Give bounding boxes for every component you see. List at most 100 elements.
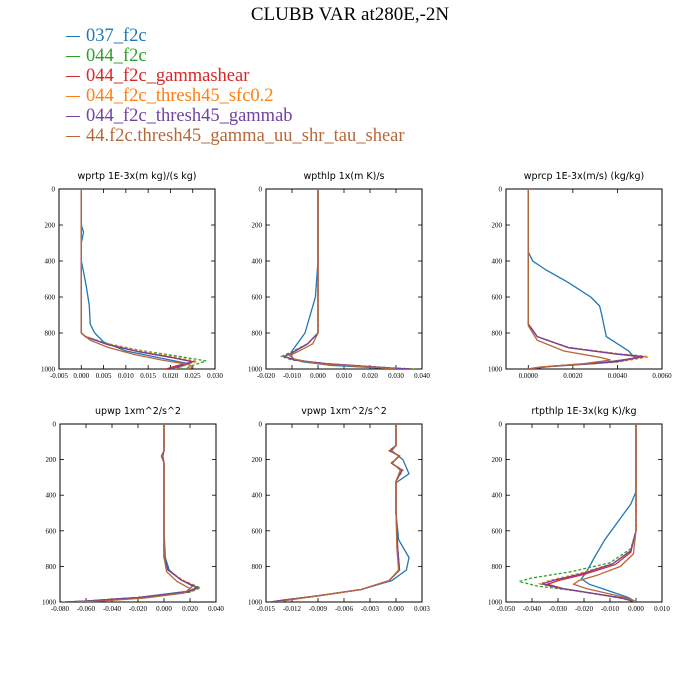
legend-label: 037_f2c [86, 25, 147, 46]
y-tick-label: 200 [46, 456, 57, 464]
legend-entry: 044_f2c_thresh45_gammab [66, 106, 405, 126]
legend-entry: 044_f2c_thresh45_sfc0.2 [66, 86, 405, 106]
y-tick-label: 1000 [42, 599, 57, 607]
panel-title: rtpthlp 1E-3x(kg K)/kg [531, 406, 636, 417]
y-tick-label: 400 [46, 492, 57, 500]
y-tick-label: 600 [252, 294, 263, 302]
x-tick-label: 0.025 [185, 372, 201, 380]
series-line [80, 189, 196, 369]
x-tick-label: 0.0060 [652, 372, 672, 380]
figure-title: CLUBB VAR at280E,-2N [250, 4, 450, 25]
y-tick-label: 200 [45, 222, 56, 230]
x-tick-label: 0.020 [163, 372, 179, 380]
panel-title: wprcp 1E-3x(m/s) (kg/kg) [524, 171, 644, 182]
x-tick-label: -0.006 [335, 605, 354, 613]
legend: 037_f2c 044_f2c 044_f2c_gammashear 044_f… [66, 26, 405, 146]
y-tick-label: 600 [492, 294, 503, 302]
legend-swatch [66, 115, 80, 117]
x-tick-label: 0.0000 [519, 372, 539, 380]
x-tick-label: 0.000 [73, 372, 89, 380]
x-tick-label: 0.030 [207, 372, 223, 380]
y-tick-label: 800 [252, 563, 263, 571]
series-line [527, 189, 645, 369]
series-line [270, 424, 404, 602]
y-tick-label: 0 [53, 421, 57, 429]
legend-entry: 44.f2c.thresh45_gamma_uu_shr_tau_shear [66, 126, 405, 146]
x-tick-label: -0.010 [283, 372, 302, 380]
x-tick-label: -0.020 [575, 605, 594, 613]
series-line [270, 424, 403, 602]
plot-frame [59, 423, 217, 603]
y-tick-label: 1000 [488, 366, 503, 374]
y-tick-label: 600 [45, 294, 56, 302]
y-tick-label: 400 [252, 492, 263, 500]
y-tick-label: 200 [252, 222, 263, 230]
plot-frame [505, 188, 663, 370]
series-line [540, 424, 637, 602]
x-tick-label: -0.015 [257, 605, 276, 613]
x-tick-label: 0.010 [654, 605, 670, 613]
legend-swatch [66, 135, 80, 137]
x-tick-label: -0.020 [257, 372, 276, 380]
legend-label: 44.f2c.thresh45_gamma_uu_shr_tau_shear [86, 125, 405, 146]
series-line [66, 424, 194, 602]
legend-label: 044_f2c [86, 45, 147, 66]
series-line [80, 189, 193, 369]
panel-title: upwp 1xm^2/s^2 [95, 406, 181, 417]
series-line [282, 189, 415, 369]
y-tick-label: 200 [492, 222, 503, 230]
panel-title: wpthlp 1x(m K)/s [304, 171, 385, 182]
y-tick-label: 400 [45, 258, 56, 266]
series-line [282, 189, 412, 369]
series-line [527, 189, 637, 369]
y-tick-label: 600 [492, 527, 503, 535]
y-tick-label: 200 [492, 456, 503, 464]
series-line [278, 424, 402, 602]
x-tick-label: -0.080 [51, 605, 70, 613]
chart-panel: upwp 1xm^2/s^2 -0.080 -0.060 -0.040 -0.020 0.… [42, 406, 224, 613]
legend-entry: 044_f2c [66, 46, 405, 66]
legend-label: 044_f2c_gammashear [86, 65, 250, 86]
legend-label: 044_f2c_thresh45_gammab [86, 105, 293, 126]
x-tick-label: -0.050 [497, 605, 516, 613]
x-tick-label: -0.003 [361, 605, 380, 613]
legend-swatch [66, 55, 80, 57]
y-tick-label: 0 [259, 421, 263, 429]
x-tick-label: -0.010 [601, 605, 620, 613]
series-line [527, 189, 643, 369]
series-line [80, 189, 191, 369]
x-tick-label: -0.040 [103, 605, 122, 613]
x-tick-label: 0.000 [310, 372, 326, 380]
y-tick-label: 800 [46, 563, 57, 571]
y-tick-label: 800 [252, 330, 263, 338]
series-line [537, 424, 637, 602]
panel-title: vpwp 1xm^2/s^2 [301, 406, 387, 417]
x-tick-label: 0.003 [414, 605, 430, 613]
series-line [78, 424, 192, 602]
x-tick-label: 0.0040 [608, 372, 628, 380]
x-tick-label: 0.000 [388, 605, 404, 613]
x-tick-label: 0.030 [388, 372, 404, 380]
x-tick-label: 0.040 [208, 605, 224, 613]
y-tick-label: 1000 [41, 366, 56, 374]
x-tick-label: 0.005 [96, 372, 112, 380]
chart-panel: wprtp 1E-3x(m kg)/(s kg) -0.005 0.000 0.005… [41, 171, 223, 380]
y-tick-label: 400 [492, 258, 503, 266]
series-line [80, 189, 195, 369]
legend-swatch [66, 95, 80, 97]
series-line [65, 424, 200, 602]
series-line [62, 424, 203, 602]
x-tick-label: -0.005 [50, 372, 69, 380]
y-tick-label: 800 [492, 330, 503, 338]
legend-label: 044_f2c_thresh45_sfc0.2 [86, 85, 274, 106]
legend-swatch [66, 75, 80, 77]
series-line [572, 424, 637, 602]
y-tick-label: 1000 [248, 599, 263, 607]
series-line [545, 424, 637, 602]
series-line [288, 189, 397, 369]
x-tick-label: 0.020 [362, 372, 378, 380]
legend-entry: 037_f2c [66, 26, 405, 46]
x-tick-label: -0.030 [549, 605, 568, 613]
x-tick-label: -0.009 [309, 605, 328, 613]
y-tick-label: 600 [252, 527, 263, 535]
